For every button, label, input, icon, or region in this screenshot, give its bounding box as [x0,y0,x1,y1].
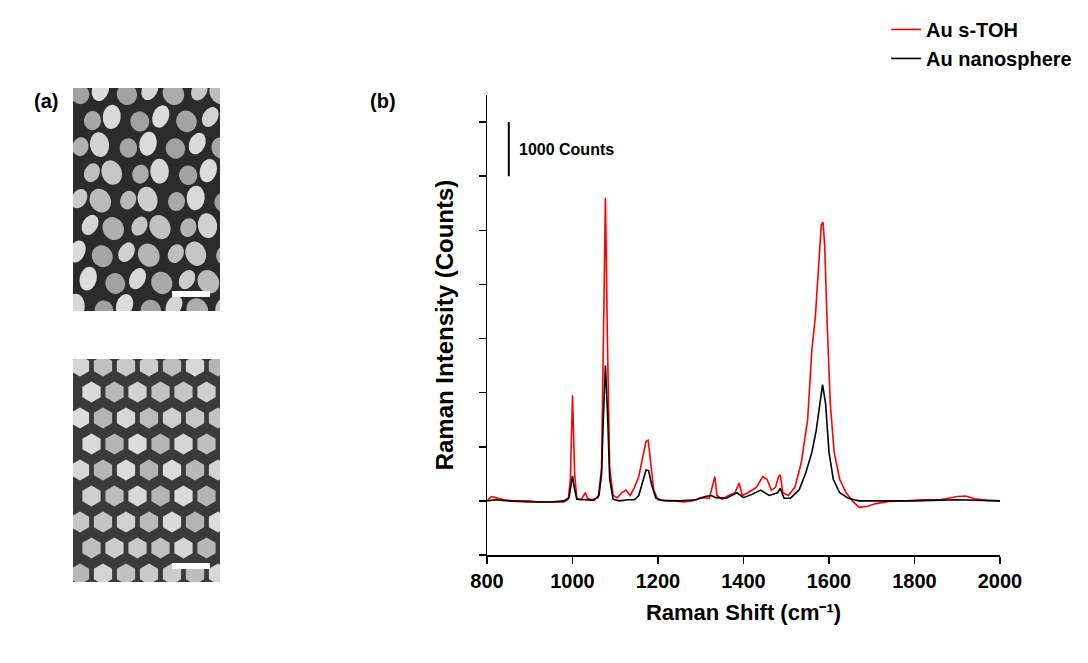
svg-text:Au s-TOH: Au s-TOH [926,19,1018,41]
svg-text:2000: 2000 [978,570,1023,592]
svg-text:1200: 1200 [636,570,681,592]
svg-text:1400: 1400 [721,570,766,592]
html-text:(b): (b) [370,90,396,112]
html-text:(a): (a) [34,90,59,112]
svg-text:1600: 1600 [807,570,852,592]
svg-text:1000: 1000 [550,570,595,592]
svg-text:1000 Counts: 1000 Counts [519,141,614,158]
svg-text:800: 800 [470,570,503,592]
svg-text:Raman Shift (cm⁻¹): Raman Shift (cm⁻¹) [646,600,841,625]
svg-text:Raman Intensity (Counts): Raman Intensity (Counts) [431,180,458,471]
svg-text:Au nanosphere: Au nanosphere [926,48,1072,70]
svg-text:1800: 1800 [892,570,937,592]
